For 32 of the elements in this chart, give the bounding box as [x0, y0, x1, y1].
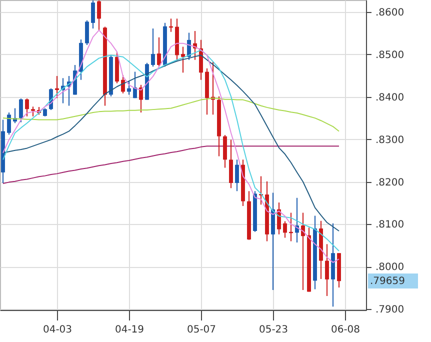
x-tick-label: 05-23	[258, 324, 288, 336]
y-tick-label: .7900	[376, 304, 404, 316]
candlestick	[325, 244, 329, 296]
candlestick	[139, 84, 143, 114]
candlestick	[157, 36, 161, 68]
candlestick	[283, 220, 287, 238]
candlestick	[229, 139, 233, 189]
y-tick-label: .8100	[376, 220, 404, 231]
candlestick	[7, 112, 11, 136]
x-tick-label: 04-03	[42, 324, 72, 336]
y-tick-label: .8300	[376, 134, 404, 146]
candlestick	[19, 98, 23, 123]
x-tick-label: 05-07	[186, 324, 216, 336]
y-tick-label: .8500	[376, 50, 404, 61]
x-tick-label: 04-19	[114, 324, 144, 336]
candlestick	[25, 98, 29, 117]
y-tick-label: .8200	[376, 177, 404, 188]
text: .79659	[370, 276, 405, 287]
x-tick-label: 06-08	[330, 324, 360, 336]
candlestick	[181, 46, 185, 74]
candlestick	[133, 71, 137, 99]
y-tick-label: .8600	[376, 7, 404, 18]
candlestick	[97, 0, 101, 31]
y-tick-label: .8000	[376, 262, 404, 274]
y-tick-label: .8400	[376, 92, 404, 104]
line-series	[2, 98, 340, 132]
candlestick	[31, 106, 35, 117]
candlestick	[235, 159, 239, 192]
candlestick	[223, 134, 227, 168]
candlestick	[85, 20, 89, 46]
candlestick	[151, 28, 155, 68]
candlestick	[91, 0, 95, 29]
